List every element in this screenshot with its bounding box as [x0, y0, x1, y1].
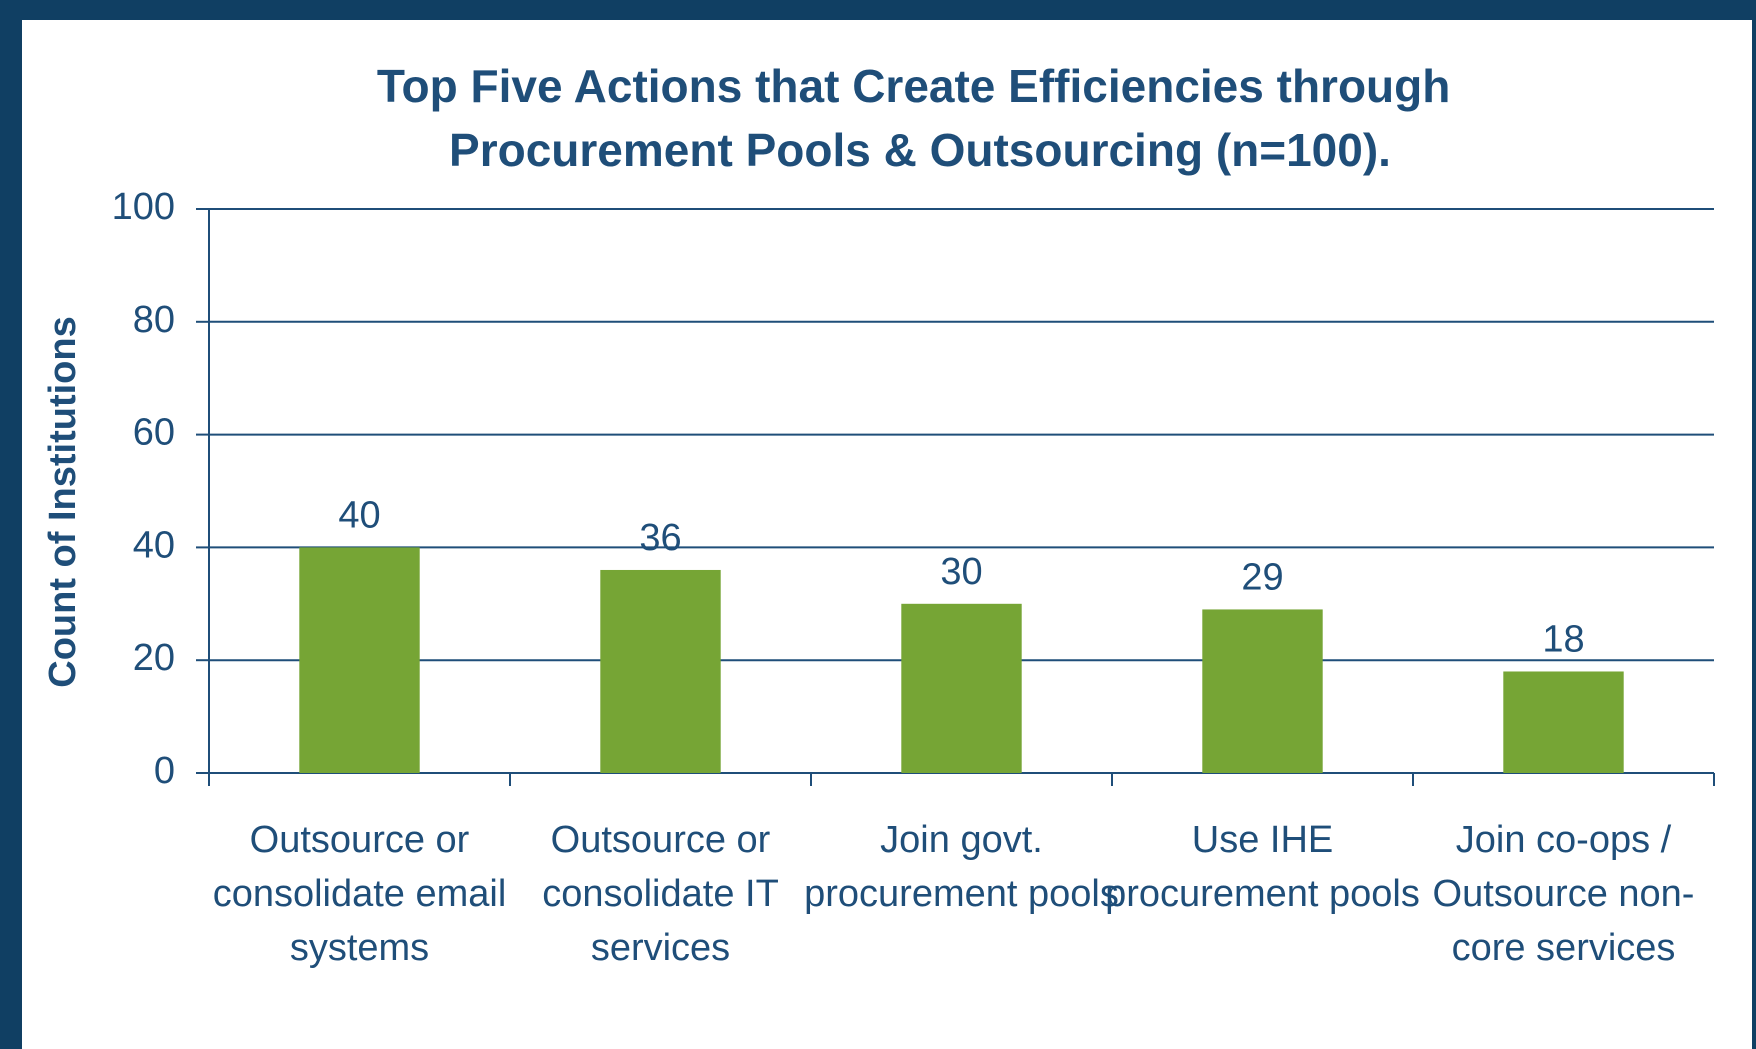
x-tick-label-box: Join govt. procurement pools: [804, 819, 1119, 915]
x-tick-label: Outsource or consolidate IT services: [542, 819, 779, 969]
data-label: 30: [940, 551, 982, 593]
data-label: 36: [639, 517, 681, 559]
y-tick-label: 20: [133, 637, 175, 679]
bar: [1503, 671, 1624, 773]
data-label: 29: [1241, 556, 1283, 598]
x-tick-label: Join govt. procurement pools: [804, 819, 1119, 915]
bar: [600, 569, 721, 773]
bar: [901, 603, 1022, 773]
x-tick-label-box: Outsource or consolidate email systems: [212, 819, 507, 969]
x-tick-label-box: Use IHE procurement pools: [1105, 819, 1420, 915]
y-axis-label: Count of Institutions: [42, 316, 84, 687]
bar: [1202, 609, 1323, 773]
bar: [299, 547, 420, 773]
x-tick-label-box: Join co-ops / Outsource non-core service…: [1432, 819, 1695, 969]
y-tick-label: 80: [133, 299, 175, 341]
y-tick-label: 40: [133, 524, 175, 566]
y-tick-label: 100: [112, 186, 175, 228]
title-line: Procurement Pools & Outsourcing (n=100).: [449, 124, 1391, 176]
chart-background: [22, 20, 1752, 1049]
x-tick-label: Outsource or consolidate email systems: [212, 819, 507, 969]
y-tick-label: 60: [133, 412, 175, 454]
data-label: 18: [1542, 619, 1584, 661]
title-line: Top Five Actions that Create Efficiencie…: [377, 60, 1463, 112]
x-tick-label-box: Outsource or consolidate IT services: [542, 819, 779, 969]
x-tick-label: Use IHE procurement pools: [1105, 819, 1420, 915]
x-tick-label: Join co-ops / Outsource non-core service…: [1432, 819, 1695, 969]
data-label: 40: [338, 494, 380, 536]
chart-title: Top Five Actions that Create Efficiencie…: [377, 60, 1463, 176]
y-tick-label: 0: [154, 750, 175, 792]
